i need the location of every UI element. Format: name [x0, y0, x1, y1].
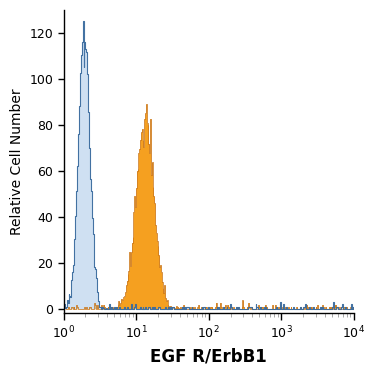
- X-axis label: EGF R/ErbB1: EGF R/ErbB1: [150, 347, 267, 365]
- Y-axis label: Relative Cell Number: Relative Cell Number: [10, 88, 24, 235]
